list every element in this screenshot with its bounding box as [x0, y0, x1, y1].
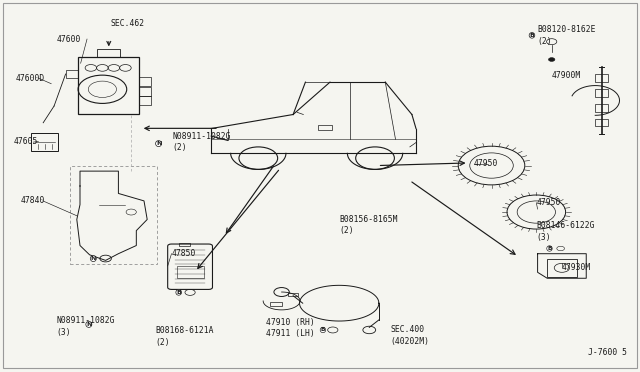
- Bar: [547, 259, 577, 277]
- Text: 47950: 47950: [536, 198, 561, 207]
- Text: 47910 (RH)
47911 (LH): 47910 (RH) 47911 (LH): [266, 318, 314, 338]
- Text: J-7600 5: J-7600 5: [588, 348, 627, 357]
- Bar: [79, 57, 140, 115]
- Text: B08156-8165M
(2): B08156-8165M (2): [339, 215, 397, 235]
- Bar: [140, 96, 151, 105]
- Text: B: B: [176, 290, 181, 295]
- Text: B: B: [547, 246, 552, 251]
- Text: N08911-1082G
(3): N08911-1082G (3): [56, 317, 115, 337]
- Text: 47930M: 47930M: [562, 263, 591, 272]
- Bar: [97, 49, 120, 57]
- Text: 47600: 47600: [56, 35, 81, 44]
- Bar: [288, 293, 298, 296]
- Text: SEC.462: SEC.462: [110, 19, 144, 28]
- Text: B08146-6122G
(3): B08146-6122G (3): [536, 221, 595, 241]
- Text: N: N: [86, 322, 92, 327]
- Text: 47950: 47950: [474, 159, 498, 168]
- Bar: [31, 133, 58, 151]
- Text: N: N: [91, 256, 96, 261]
- Text: 47600D: 47600D: [16, 74, 45, 83]
- Text: 47900M: 47900M: [552, 71, 581, 80]
- Text: SEC.400
(40202M): SEC.400 (40202M): [390, 326, 429, 346]
- Bar: [595, 104, 608, 112]
- Bar: [317, 125, 332, 129]
- Text: 47840: 47840: [20, 196, 45, 205]
- Text: B08120-8162E
(2): B08120-8162E (2): [538, 25, 596, 45]
- Bar: [179, 243, 190, 246]
- Text: 47605: 47605: [14, 137, 38, 146]
- Text: B: B: [321, 327, 325, 333]
- Bar: [140, 87, 151, 96]
- Bar: [140, 77, 151, 86]
- Bar: [595, 119, 608, 126]
- Bar: [177, 266, 204, 278]
- Text: B08168-6121A
(2): B08168-6121A (2): [155, 326, 213, 346]
- Text: N: N: [156, 141, 161, 146]
- Bar: [70, 166, 157, 264]
- Bar: [595, 89, 608, 97]
- Text: N08911-1082G
(2): N08911-1082G (2): [173, 132, 231, 152]
- Circle shape: [548, 58, 555, 61]
- Text: 47850: 47850: [172, 249, 196, 258]
- Bar: [270, 302, 282, 306]
- Bar: [595, 74, 608, 82]
- Bar: [66, 70, 79, 78]
- Text: B: B: [529, 33, 534, 38]
